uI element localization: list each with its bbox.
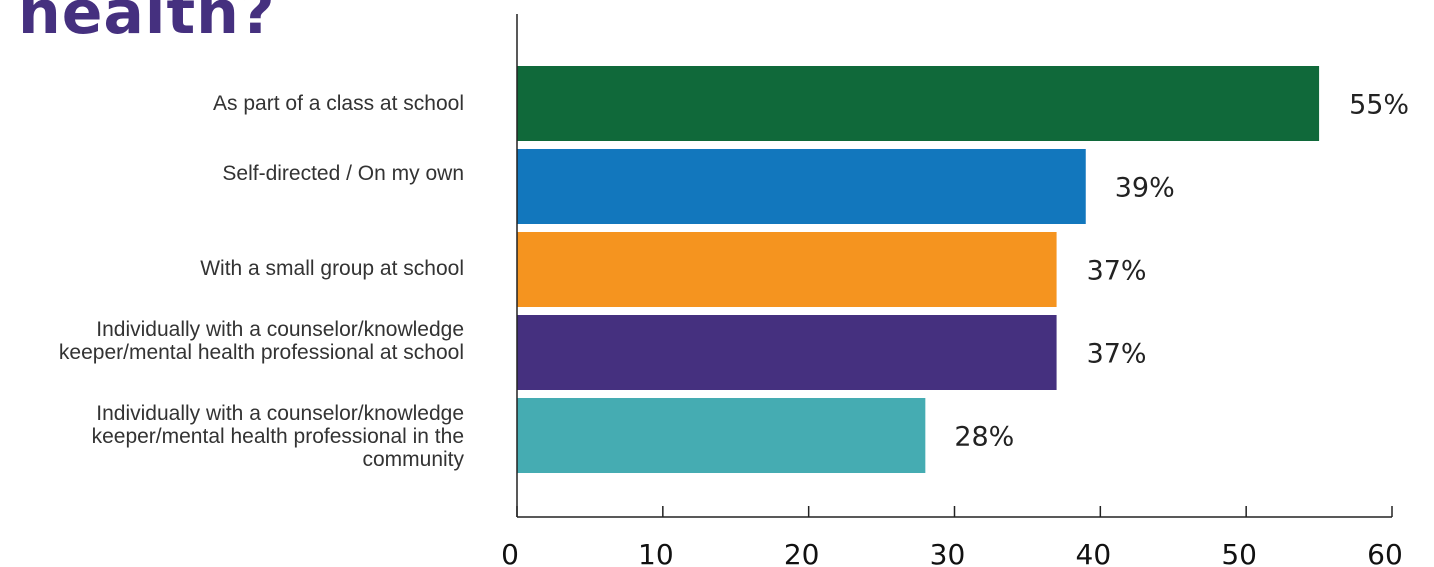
x-tick-label-30: 30 [930, 538, 966, 567]
value-label-3: 37% [1087, 256, 1147, 287]
category-label-3: With a small group at school [200, 256, 464, 280]
x-tick-label-60: 60 [1367, 538, 1403, 567]
x-tick-label-50: 50 [1221, 538, 1257, 567]
category-label-4: Individually with a counselor/knowledge … [58, 318, 464, 364]
bar-3 [517, 232, 1057, 307]
value-label-1: 55% [1349, 90, 1409, 121]
value-label-2: 39% [1115, 173, 1175, 204]
x-tick-label-0: 0 [501, 538, 519, 567]
bar-5 [517, 398, 926, 473]
x-tick-label-10: 10 [638, 538, 674, 567]
value-label-5: 28% [954, 422, 1014, 453]
category-label-2: Self-directed / On my own [222, 161, 464, 185]
chart-title: health? [18, 0, 276, 48]
value-label-4: 37% [1087, 339, 1147, 370]
bar-1 [517, 66, 1320, 141]
x-tick-label-20: 20 [784, 538, 820, 567]
bar-4 [517, 315, 1057, 390]
category-label-5: Individually with a counselor/knowledge … [91, 401, 464, 471]
category-label-1: As part of a class at school [213, 91, 464, 115]
x-tick-label-40: 40 [1076, 538, 1112, 567]
bar-2 [517, 149, 1086, 224]
